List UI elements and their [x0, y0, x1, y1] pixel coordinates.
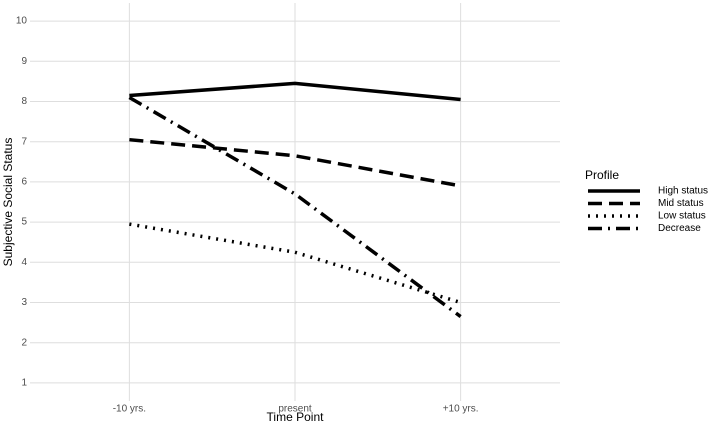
y-tick-label: 7	[21, 136, 27, 147]
legend-label: Decrease	[658, 223, 701, 234]
y-tick-label: 9	[21, 56, 27, 67]
series-line	[128, 95, 462, 318]
y-tick-label: 1	[21, 378, 27, 389]
y-tick-label: 4	[21, 257, 27, 268]
y-tick-label: 5	[21, 217, 27, 228]
y-tick-label: 2	[21, 337, 27, 348]
series-line	[129, 137, 461, 188]
legend-label: High status	[658, 186, 708, 197]
y-tick-label: 3	[21, 297, 27, 308]
legend-label: Low status	[658, 211, 706, 222]
y-axis-title: Subjective Social Status	[1, 138, 15, 267]
legend-label: Mid status	[658, 198, 704, 209]
y-tick-label: 8	[21, 96, 27, 107]
y-tick-label: 10	[16, 16, 28, 27]
x-tick-label: -10 yrs.	[113, 404, 146, 415]
x-tick-label: present	[278, 404, 312, 415]
legend-title: Profile	[585, 168, 619, 182]
y-tick-label: 6	[21, 177, 27, 188]
series-line	[129, 81, 461, 102]
x-axis-title: Time Point	[267, 410, 325, 424]
x-tick-label: +10 yrs.	[443, 404, 479, 415]
